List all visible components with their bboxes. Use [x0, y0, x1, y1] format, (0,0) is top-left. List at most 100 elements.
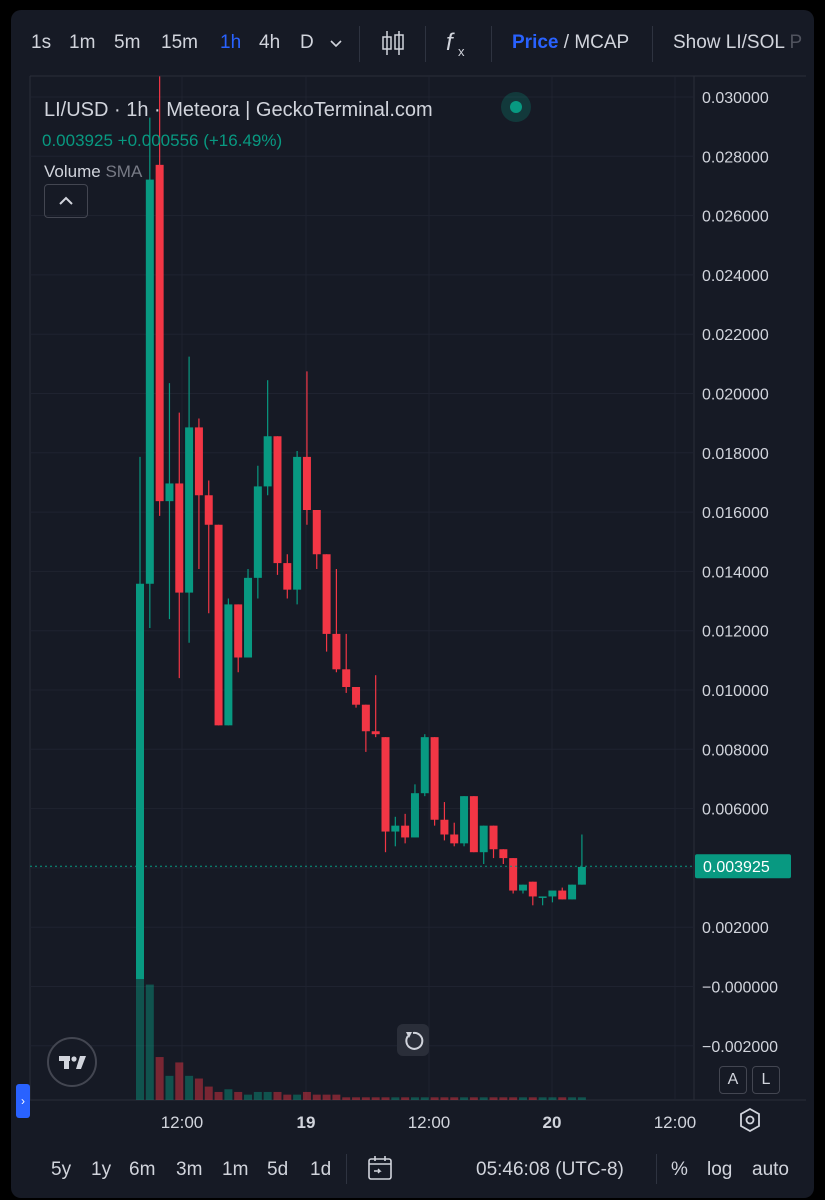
candle-body — [136, 583, 144, 980]
range-5y[interactable]: 5y — [51, 1159, 72, 1180]
volume-bar — [273, 1091, 282, 1100]
volume-bar — [430, 1097, 439, 1100]
candle-body — [293, 456, 302, 590]
x-tick-label: 20 — [543, 1113, 562, 1130]
last-price-value: 0.003925 — [42, 131, 113, 150]
range-3m[interactable]: 3m — [176, 1159, 203, 1180]
volume-bar — [194, 1078, 203, 1100]
x-tick-label: 12:00 — [654, 1113, 697, 1130]
expand-left-icon[interactable]: › — [16, 1084, 30, 1118]
candle-body — [224, 604, 233, 726]
timeframe-5m[interactable]: 5m — [114, 32, 141, 53]
volume-bar — [165, 1075, 174, 1100]
candle-body — [361, 704, 370, 732]
volume-legend[interactable]: Volume SMA — [44, 162, 142, 182]
volume-bar — [234, 1091, 243, 1100]
candle-body — [165, 483, 174, 502]
volume-bar — [371, 1097, 380, 1100]
range-1m[interactable]: 1m — [222, 1159, 249, 1180]
last-price-label: 0.003925 — [703, 859, 770, 876]
settings-icon[interactable] — [738, 1108, 762, 1132]
volume-bar — [214, 1091, 223, 1100]
volume-label: Volume — [44, 162, 101, 181]
timeframe-1s[interactable]: 1s — [31, 32, 52, 53]
collapse-legend-button[interactable] — [44, 184, 88, 218]
volume-bar — [332, 1094, 341, 1100]
timezone-clock[interactable]: 05:46:08 (UTC-8) — [476, 1159, 624, 1180]
chevron-down-icon[interactable] — [329, 37, 343, 51]
range-5d[interactable]: 5d — [267, 1159, 289, 1180]
timeframe-4h[interactable]: 4h — [259, 32, 281, 53]
candle-body — [469, 796, 478, 853]
y-tick-label: 0.010000 — [702, 683, 769, 700]
volume-bar — [401, 1097, 410, 1100]
candles — [136, 76, 586, 980]
volume-indicator-label: SMA — [105, 162, 143, 181]
toolbar-divider — [491, 26, 492, 62]
range-1y[interactable]: 1y — [91, 1159, 112, 1180]
show-pair-button[interactable]: Show LI/SOL P — [673, 32, 802, 54]
candle-body — [489, 825, 498, 850]
auto-scale-toggle[interactable]: auto — [752, 1159, 789, 1180]
volume-bar — [204, 1086, 213, 1100]
candle-body — [401, 825, 410, 838]
volume-bar — [145, 984, 154, 1100]
price-chart[interactable]: 0.030000 0.028000 0.026000 0.024000 0.022000… — [11, 10, 814, 1130]
toolbar-divider — [359, 26, 360, 62]
tradingview-logo-icon[interactable] — [47, 1037, 97, 1087]
percent-scale-toggle[interactable]: % — [671, 1159, 688, 1180]
candle-body — [332, 633, 341, 670]
price-option[interactable]: Price — [512, 32, 559, 53]
x-tick-label: 19 — [297, 1113, 316, 1130]
timeframe-1m[interactable]: 1m — [69, 32, 96, 53]
volume-bars — [136, 845, 586, 1100]
candle-body — [410, 793, 419, 838]
y-tick-label: 0.002000 — [702, 920, 769, 937]
candle-body — [518, 884, 527, 891]
y-tick-label: 0.008000 — [702, 742, 769, 759]
candle-body — [430, 737, 439, 820]
x-tick-label: 12:00 — [408, 1113, 451, 1130]
candle-body — [558, 890, 567, 900]
candle-body — [577, 866, 586, 885]
auto-scale-button[interactable]: A — [719, 1066, 747, 1094]
candle-body — [214, 524, 223, 726]
change-percent: (+16.49%) — [203, 131, 283, 150]
price-mcap-toggle[interactable]: Price / MCAP — [512, 32, 629, 54]
calendar-range-icon[interactable] — [366, 1154, 394, 1182]
timeframe-d[interactable]: D — [300, 32, 314, 53]
candle-body — [204, 495, 213, 525]
candle-body — [185, 427, 194, 593]
candle-body — [440, 819, 449, 835]
y-tick-label: −0.000000 — [702, 980, 778, 997]
candle-body — [244, 577, 253, 658]
indicators-icon[interactable]: f x — [444, 26, 472, 60]
y-gridlines — [30, 96, 694, 1047]
volume-bar — [155, 1057, 164, 1100]
y-tick-label: 0.020000 — [702, 387, 769, 404]
candle-body — [509, 858, 518, 891]
candle-body — [499, 849, 508, 859]
bottom-divider — [346, 1154, 347, 1184]
timeframe-1h[interactable]: 1h — [220, 32, 242, 53]
chart-frame: 1s 1m 5m 15m 1h 4h D f x Price / MCAP Sh — [11, 10, 814, 1198]
range-1d[interactable]: 1d — [310, 1159, 332, 1180]
volume-bar — [499, 1097, 508, 1100]
log-scale-toggle[interactable]: log — [707, 1159, 733, 1180]
volume-bar — [352, 1097, 361, 1100]
volume-bar — [381, 1097, 390, 1100]
volume-bar — [568, 1097, 577, 1100]
lock-scale-button[interactable]: L — [752, 1066, 780, 1094]
volume-bar — [293, 1094, 302, 1100]
timeframe-15m[interactable]: 15m — [161, 32, 198, 53]
volume-bar — [185, 1075, 194, 1100]
range-6m[interactable]: 6m — [129, 1159, 156, 1180]
mcap-option[interactable]: MCAP — [574, 32, 630, 53]
volume-bar — [450, 1097, 459, 1100]
candle-body — [263, 436, 272, 487]
candle-body — [548, 890, 557, 897]
reset-chart-button[interactable] — [397, 1024, 429, 1056]
candlestick-icon[interactable] — [380, 28, 406, 58]
reset-icon — [405, 1031, 424, 1050]
volume-bar — [263, 1091, 272, 1100]
